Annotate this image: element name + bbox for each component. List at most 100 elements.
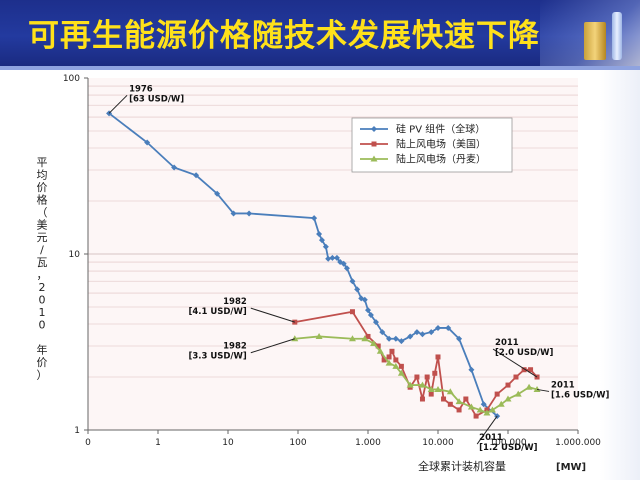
data-point — [428, 391, 434, 397]
y-axis-label-char: 美 — [37, 219, 48, 232]
legend-label: 陆上风电场（丹麦） — [396, 153, 486, 166]
annotation-value: [63 USD/W] — [129, 94, 184, 104]
annotation-year: 1982 — [223, 297, 247, 307]
data-point — [325, 255, 332, 262]
x-tick-label: 100.000 — [489, 438, 526, 448]
data-point — [494, 391, 500, 397]
annotation-value: [2.0 USD/W] — [495, 348, 553, 358]
data-point — [398, 363, 404, 369]
data-point — [476, 406, 484, 413]
data-point — [480, 401, 487, 408]
y-axis-label-char: 0 — [39, 294, 46, 307]
data-point — [214, 190, 221, 197]
data-point — [311, 215, 318, 222]
data-point — [354, 286, 361, 293]
data-point — [473, 413, 479, 419]
title-banner: 可再生能源价格随技术发展快速下降 — [0, 0, 640, 66]
data-point — [193, 172, 200, 179]
annotation-year: 2011 — [551, 380, 575, 390]
y-axis-label-char — [40, 331, 44, 344]
data-point — [343, 265, 350, 272]
data-point — [427, 385, 435, 392]
x-tick-label: 1.000.000 — [555, 438, 601, 448]
data-point — [432, 370, 438, 376]
side-decoration — [600, 70, 640, 480]
banner-decoration-bar — [612, 12, 622, 60]
data-point — [329, 254, 336, 261]
data-point — [340, 260, 347, 267]
data-point — [497, 400, 505, 407]
data-point — [397, 369, 405, 376]
data-point — [428, 329, 435, 336]
data-point — [414, 374, 420, 380]
legend-label: 硅 PV 组件（全球） — [396, 123, 485, 136]
y-axis-label-char: ） — [37, 369, 48, 382]
x-tick-label: 0 — [85, 438, 91, 448]
annotation-value: [1.6 USD/W] — [551, 390, 609, 400]
data-point — [349, 278, 356, 285]
y-axis-label-char: 均 — [37, 169, 48, 182]
legend-marker — [371, 126, 377, 132]
x-tick-label: 10.000 — [422, 438, 454, 448]
annotation-year: 1982 — [223, 342, 247, 352]
x-tick-label: 100 — [289, 438, 306, 448]
data-point — [525, 383, 533, 390]
banner-underline — [0, 66, 640, 70]
annotation-leader — [108, 94, 128, 114]
data-point — [463, 396, 469, 402]
data-point — [365, 307, 371, 314]
data-point — [483, 409, 491, 416]
annotation-leader — [250, 338, 295, 354]
annotation-value: [3.3 USD/W] — [188, 352, 246, 362]
annotation-leader — [536, 388, 550, 392]
data-point — [488, 406, 496, 413]
data-point — [365, 333, 371, 339]
data-point — [376, 347, 384, 354]
series-group — [106, 110, 541, 420]
annotation-year: 2011 — [479, 433, 503, 443]
data-point — [445, 324, 452, 331]
data-point — [385, 359, 393, 366]
data-point — [398, 338, 405, 345]
y-axis-label-char: 瓦 — [37, 256, 48, 269]
grid-lines — [88, 85, 578, 378]
banner-decoration-block — [584, 22, 606, 60]
data-point — [318, 237, 325, 244]
data-point — [447, 401, 453, 407]
y-axis-label-char: （ — [37, 206, 48, 219]
legend-marker — [370, 155, 378, 162]
data-point — [389, 348, 395, 354]
y-axis-label-char: 2 — [39, 281, 46, 294]
data-point — [434, 385, 442, 392]
y-tick-label: 10 — [69, 250, 81, 260]
x-tick-label: 10 — [222, 438, 234, 448]
data-point — [230, 210, 237, 217]
slide-title: 可再生能源价格随技术发展快速下降 — [28, 18, 540, 54]
data-point — [392, 335, 399, 342]
data-point — [406, 381, 414, 388]
data-point — [171, 164, 178, 171]
annotation-value: [1.2 USD/W] — [479, 443, 537, 453]
data-point — [367, 312, 374, 319]
data-point — [424, 374, 430, 380]
annotation-value: [4.1 USD/W] — [188, 307, 246, 317]
data-point — [455, 398, 463, 405]
data-point — [316, 230, 323, 237]
y-axis-label-char: 价 — [37, 181, 48, 194]
y-axis-label-char: 1 — [39, 306, 46, 319]
data-point — [521, 367, 527, 373]
data-point — [348, 335, 356, 342]
data-point — [381, 357, 387, 363]
data-point — [528, 367, 534, 373]
y-axis-label: 平均价格（美元/瓦， 2 0 1 0 年价） — [37, 156, 48, 382]
data-point — [315, 332, 323, 339]
data-point — [386, 335, 393, 342]
data-point — [407, 333, 414, 340]
data-point — [375, 343, 381, 349]
y-axis-label-char: 格 — [37, 193, 48, 207]
x-tick-label: 1.000 — [355, 438, 381, 448]
annotation-leader — [250, 307, 295, 323]
data-point — [468, 366, 475, 373]
data-point — [144, 139, 151, 146]
x-tick-label: 1 — [155, 438, 161, 448]
